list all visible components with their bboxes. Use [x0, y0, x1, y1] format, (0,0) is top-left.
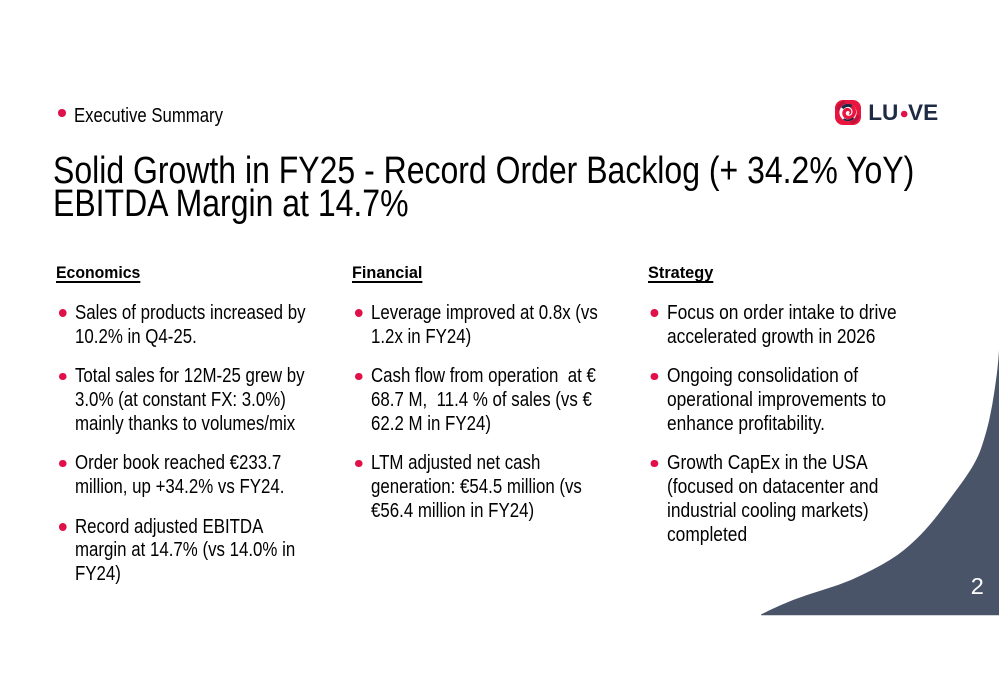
svg-text:VE: VE [908, 100, 938, 125]
svg-text:LU: LU [868, 100, 898, 125]
